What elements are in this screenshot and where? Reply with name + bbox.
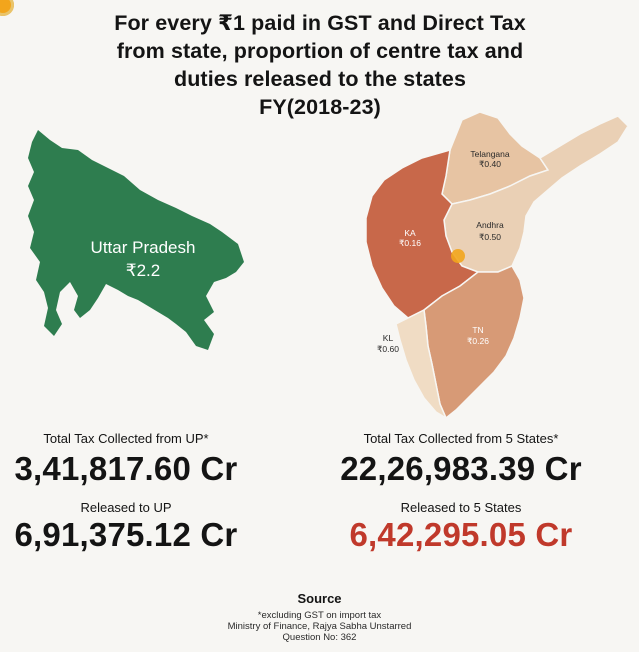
tn-value-label: ₹0.26	[467, 336, 489, 346]
ka-value-label: ₹0.16	[399, 238, 421, 248]
kl-value-label: ₹0.60	[377, 344, 399, 354]
andhra-pradesh-map	[443, 115, 629, 273]
telangana-name-label: Telangana	[470, 149, 510, 159]
states-collected-value: 22,26,983.39 Cr	[340, 450, 582, 487]
andhra-name-label: Andhra	[476, 220, 504, 230]
bengaluru-sun-marker-icon	[451, 249, 465, 263]
title-line-2: from state, proportion of centre tax and	[116, 39, 524, 63]
ka-name-label: KA	[404, 228, 416, 238]
title-line-3: duties released to the states	[173, 67, 467, 91]
kerala-map	[395, 308, 448, 420]
kl-name-label: KL	[383, 333, 394, 343]
sun-logo-icon	[0, 0, 14, 16]
source-section: Source *excluding GST on import tax Mini…	[0, 591, 639, 643]
uttar-pradesh-map	[28, 130, 244, 350]
source-line-1: *excluding GST on import tax	[257, 610, 382, 621]
source-line-3: Question No: 362	[282, 632, 357, 643]
source-heading: Source	[297, 591, 342, 606]
up-collected-label: Total Tax Collected from UP*	[43, 431, 209, 446]
states-released-label: Released to 5 States	[400, 500, 522, 515]
title-line-1: For every ₹1 paid in GST and Direct Tax	[114, 11, 526, 35]
title-line-4: FY(2018-23)	[259, 95, 381, 119]
up-value-label: ₹2.2	[126, 261, 160, 280]
up-released-label: Released to UP	[80, 500, 172, 515]
telangana-value-label: ₹0.40	[479, 159, 501, 169]
up-name-label: Uttar Pradesh	[91, 238, 196, 257]
states-released-value: 6,42,295.05 Cr	[349, 516, 573, 553]
andhra-value-label: ₹0.50	[479, 232, 501, 242]
tn-name-label: TN	[472, 325, 483, 335]
states-collected-label: Total Tax Collected from 5 States*	[363, 431, 559, 446]
source-line-2: Ministry of Finance, Rajya Sabha Unstarr…	[227, 621, 412, 632]
page-title: For every ₹1 paid in GST and Direct Tax …	[60, 9, 580, 121]
up-collected-value: 3,41,817.60 Cr	[14, 450, 238, 487]
up-released-value: 6,91,375.12 Cr	[14, 516, 238, 553]
